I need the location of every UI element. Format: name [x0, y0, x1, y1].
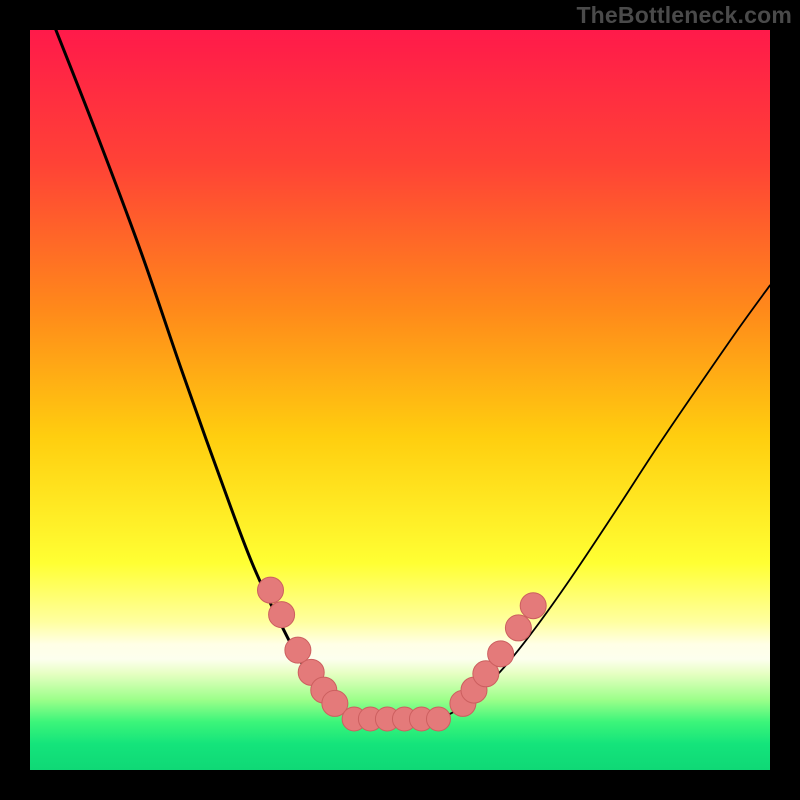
data-point — [426, 707, 450, 731]
data-point — [258, 577, 284, 603]
bottleneck-chart-svg — [30, 30, 770, 770]
data-point — [488, 641, 514, 667]
chart-background — [30, 30, 770, 770]
data-point — [269, 602, 295, 628]
watermark-text: TheBottleneck.com — [576, 4, 792, 27]
data-point — [520, 593, 546, 619]
plot-area — [30, 30, 770, 770]
chart-frame: TheBottleneck.com — [0, 0, 800, 800]
data-point — [285, 637, 311, 663]
data-point — [505, 615, 531, 641]
